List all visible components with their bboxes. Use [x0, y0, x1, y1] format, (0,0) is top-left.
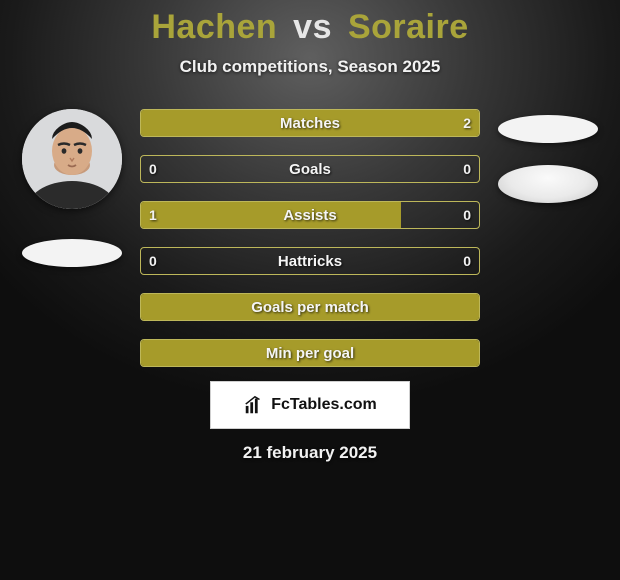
- subtitle: Club competitions, Season 2025: [0, 57, 620, 77]
- stat-fill-left: [141, 202, 401, 228]
- stat-fill-left: [141, 110, 479, 136]
- stat-value-right: 2: [455, 110, 479, 136]
- page-title: Hachen vs Soraire: [0, 8, 620, 47]
- stat-value-left: 0: [141, 248, 165, 274]
- stat-value-right: 0: [455, 156, 479, 182]
- player2-avatar: [498, 165, 598, 203]
- vs-label: vs: [293, 8, 332, 46]
- date-label: 21 february 2025: [0, 443, 620, 463]
- stat-row: Min per goal: [140, 339, 480, 367]
- stat-row: Matches2: [140, 109, 480, 137]
- stat-row: Goals0 0: [140, 155, 480, 183]
- watermark: FcTables.com: [210, 381, 410, 429]
- stat-label: Hattricks: [141, 248, 479, 274]
- player1-name: Hachen: [151, 8, 277, 46]
- stat-row: Assists10: [140, 201, 480, 229]
- stat-label: Goals: [141, 156, 479, 182]
- player1-name-badge: [22, 239, 122, 267]
- stat-row: Goals per match: [140, 293, 480, 321]
- stat-value-right: 0: [455, 248, 479, 274]
- player1-avatar: [22, 109, 122, 209]
- chart-icon: [243, 394, 265, 416]
- stat-fill-left: [141, 294, 479, 320]
- stats-panel: Matches2Goals00Assists10Hattricks00Goals…: [140, 109, 480, 367]
- player2-name-badge: [498, 115, 598, 143]
- stat-value-right: 0: [455, 202, 479, 228]
- player1-column: [22, 109, 122, 267]
- player2-name: Soraire: [348, 8, 469, 46]
- watermark-text: FcTables.com: [271, 396, 377, 414]
- stat-row: Hattricks0 0: [140, 247, 480, 275]
- stat-value-left: 0: [141, 156, 165, 182]
- stat-fill-left: [141, 340, 479, 366]
- stat-value-left: 1: [141, 202, 165, 228]
- player2-column: [498, 109, 598, 203]
